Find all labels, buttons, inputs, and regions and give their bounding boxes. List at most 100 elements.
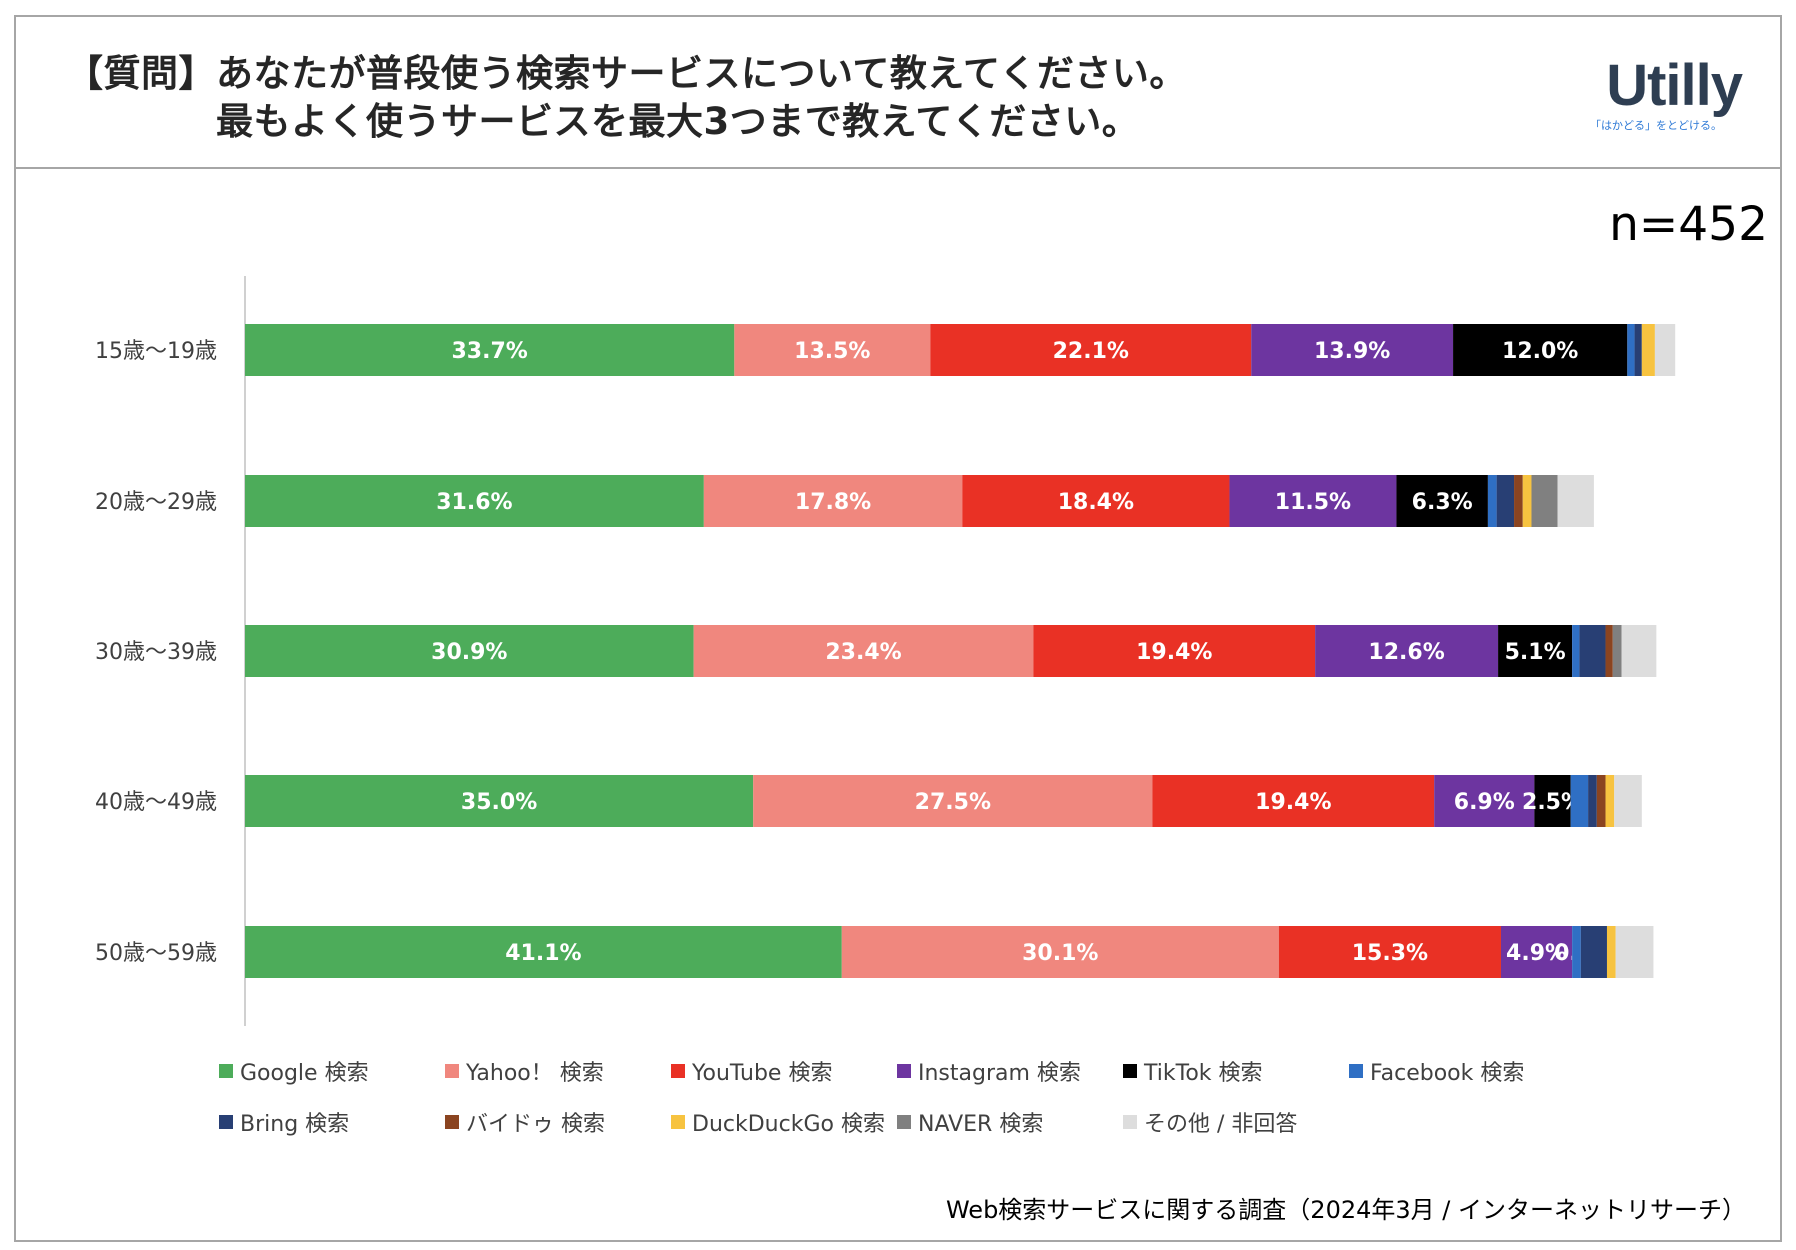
bar-segment-google (245, 926, 842, 978)
bar-segment-youtube (1278, 926, 1501, 978)
bar-segment-yahoo (734, 324, 931, 376)
legend-item-tiktok: TikTok 検索 (1123, 1055, 1263, 1087)
bar-segment-instagram (1500, 926, 1573, 978)
legend-label: TikTok 検索 (1144, 1061, 1263, 1086)
bar-segment-baidu (1514, 475, 1523, 527)
bar-segment-other (1557, 475, 1594, 527)
legend-swatch (897, 1064, 911, 1078)
bar-segment-google (245, 475, 704, 527)
bar-segment-other (1621, 625, 1657, 677)
bar-segment-google (245, 775, 754, 827)
data-label-yahoo: 13.5% (794, 339, 870, 364)
legend-label: バイドゥ 検索 (466, 1112, 605, 1137)
bar-segment-duckduckgo (1606, 926, 1616, 978)
sample-size: n=452 (1609, 197, 1768, 252)
data-label-instagram: 11.5% (1275, 490, 1351, 515)
bar-segment-yahoo (841, 926, 1279, 978)
bar-segment-other (1615, 926, 1654, 978)
category-label: 30歳～39歳 (95, 640, 217, 665)
data-label-google: 30.9% (431, 640, 507, 665)
bar-segment-other (1654, 324, 1676, 376)
source-footnote: Web検索サービスに関する調査（2024年3月 / インターネットリサーチ） (945, 1196, 1746, 1224)
bar-segment-yahoo (753, 775, 1153, 827)
legend-label: Google 検索 (240, 1061, 369, 1086)
data-label-tiktok: 12.0% (1502, 339, 1578, 364)
data-label-google: 31.6% (436, 490, 512, 515)
legend-item-google: Google 検索 (219, 1055, 369, 1087)
legend-label: Bring 検索 (240, 1112, 350, 1137)
legend-label: NAVER 検索 (918, 1112, 1044, 1137)
bar-segment-bring (1496, 475, 1515, 527)
bar-segment-bring (1634, 324, 1642, 376)
bar-segment-naver (1531, 475, 1558, 527)
category-label: 15歳～19歳 (95, 339, 217, 364)
bar-segment-baidu (1605, 625, 1613, 677)
bar-segment-yahoo (693, 625, 1034, 677)
bar-segment-yahoo (703, 475, 963, 527)
category-label: 20歳～29歳 (95, 490, 217, 515)
data-label-yahoo: 27.5% (915, 790, 991, 815)
logo-tagline: 「はかどる」をとどける。 (1590, 119, 1722, 132)
legend-item-instagram: Instagram 検索 (897, 1055, 1081, 1087)
data-label-instagram: 4.9% (1506, 941, 1567, 966)
bar-segment-bring (1588, 775, 1597, 827)
bar-segment-duckduckgo (1522, 475, 1532, 527)
bar-segment-tiktok (1498, 625, 1573, 677)
legend-item-youtube: YouTube 検索 (671, 1055, 832, 1087)
page-title-line2: 最もよく使うサービスを最大3つまで教えてください。 (216, 100, 1140, 143)
legend-label: Instagram 検索 (918, 1061, 1081, 1086)
legend-label: YouTube 検索 (692, 1061, 833, 1086)
data-label-google: 35.0% (461, 790, 537, 815)
data-label-yahoo: 17.8% (795, 490, 871, 515)
bar-segment-duckduckgo (1605, 775, 1615, 827)
data-label-instagram: 13.9% (1314, 339, 1390, 364)
legend-item-naver: NAVER 検索 (897, 1106, 1043, 1138)
legend-swatch (671, 1115, 685, 1129)
bar-segment-google (245, 324, 735, 376)
legend-item-facebook: Facebook 検索 (1349, 1055, 1524, 1087)
chart-frame: 【質問】あなたが普段使う検索サービスについて教えてください。 最もよく使うサービ… (14, 15, 1782, 1242)
legend-swatch (1123, 1064, 1137, 1078)
bar-segment-youtube (962, 475, 1230, 527)
legend-item-duckduckgo: DuckDuckGo 検索 (671, 1106, 885, 1138)
logo-text: Utilly (1606, 53, 1743, 118)
data-label-instagram: 6.9% (1454, 790, 1515, 815)
legend-item-bring: Bring 検索 (219, 1106, 349, 1138)
bar-segment-facebook (1572, 926, 1581, 978)
bar-segment-duckduckgo (1641, 324, 1655, 376)
bar-segment-other (1614, 775, 1642, 827)
bar-segment-bring (1579, 625, 1606, 677)
legend-swatch (219, 1115, 233, 1129)
bar-segment-facebook (1627, 324, 1635, 376)
data-label-youtube: 19.4% (1255, 790, 1331, 815)
bar-segment-instagram (1315, 625, 1499, 677)
data-label-yahoo: 30.1% (1022, 941, 1098, 966)
legend-swatch (445, 1115, 459, 1129)
legend-swatch (671, 1064, 685, 1078)
data-label-youtube: 18.4% (1058, 490, 1134, 515)
legend-item-other: その他 / 非回答 (1123, 1106, 1297, 1138)
legend-label: DuckDuckGo 検索 (692, 1112, 885, 1137)
bar-segment-youtube (1033, 625, 1316, 677)
bar-segment-tiktok (1534, 775, 1571, 827)
bar-segment-youtube (930, 324, 1252, 376)
bar-segment-instagram (1251, 324, 1454, 376)
data-label-youtube: 15.3% (1352, 941, 1428, 966)
data-label-google: 33.7% (451, 339, 527, 364)
utilly-logo: Utilly 「はかどる」をとどける。 (1590, 53, 1743, 133)
legend-label: その他 / 非回答 (1144, 1112, 1298, 1137)
category-label: 40歳～49歳 (95, 790, 217, 815)
bar-segment-instagram (1434, 775, 1535, 827)
bar-segment-facebook (1570, 775, 1589, 827)
header: 【質問】あなたが普段使う検索サービスについて教えてください。 最もよく使うサービ… (16, 17, 1780, 169)
legend-swatch (445, 1064, 459, 1078)
data-label-youtube: 22.1% (1053, 339, 1129, 364)
legend-label: Yahoo！ 検索 (466, 1061, 604, 1086)
bar-segment-facebook (1572, 625, 1580, 677)
data-label-google: 41.1% (505, 941, 581, 966)
legend-swatch (219, 1064, 233, 1078)
legend-item-yahoo: Yahoo！ 検索 (445, 1055, 604, 1087)
bar-segment-instagram (1229, 475, 1397, 527)
data-label-tiktok: 6.3% (1412, 490, 1473, 515)
